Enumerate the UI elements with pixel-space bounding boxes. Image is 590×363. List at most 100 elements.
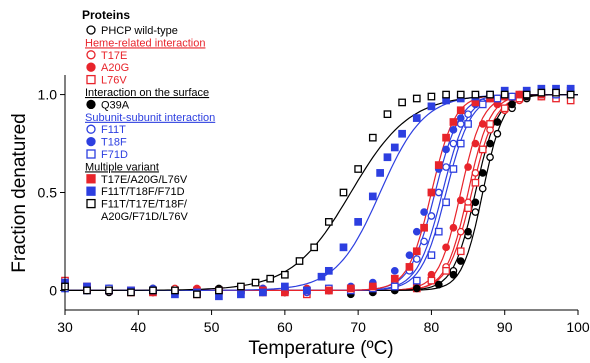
legend-marker bbox=[86, 62, 96, 72]
legend-marker bbox=[86, 99, 96, 110]
y-ticks: 0 0.5 1.0 bbox=[38, 87, 65, 298]
data-point bbox=[412, 284, 421, 293]
data-point bbox=[493, 118, 502, 126]
x-tick-label: 100 bbox=[566, 319, 590, 335]
data-point bbox=[412, 94, 421, 103]
data-point bbox=[266, 274, 275, 283]
data-point bbox=[449, 118, 458, 126]
legend-marker bbox=[86, 124, 96, 134]
data-point bbox=[442, 198, 450, 207]
data-point bbox=[237, 282, 245, 291]
y-tick-label: 1.0 bbox=[38, 87, 58, 103]
data-point bbox=[486, 139, 494, 148]
data-point bbox=[515, 90, 524, 99]
data-point bbox=[376, 169, 384, 177]
data-point bbox=[522, 90, 531, 99]
data-point bbox=[259, 288, 267, 297]
data-point bbox=[442, 145, 450, 154]
data-point bbox=[354, 218, 362, 226]
data-point bbox=[442, 90, 450, 99]
data-point bbox=[281, 270, 289, 279]
data-point bbox=[537, 88, 546, 97]
legend-entry-label: F11T/T18F/F71D bbox=[101, 186, 185, 198]
data-point bbox=[478, 169, 487, 177]
data-point bbox=[486, 120, 494, 128]
data-point bbox=[405, 251, 414, 260]
legend-group-header: Interaction on the surface bbox=[85, 87, 209, 99]
legend-entry-label: L76V bbox=[101, 75, 127, 87]
y-axis-label: Fraction denatured bbox=[9, 113, 30, 273]
legend-marker bbox=[86, 198, 96, 209]
data-point bbox=[383, 153, 392, 162]
data-point bbox=[471, 208, 480, 216]
data-point bbox=[456, 106, 465, 115]
data-point bbox=[464, 204, 472, 213]
data-point bbox=[302, 286, 311, 295]
data-point bbox=[346, 284, 355, 293]
data-point bbox=[354, 165, 362, 173]
x-tick-label: 30 bbox=[57, 319, 73, 335]
legend-entry-label: A20G bbox=[101, 62, 129, 74]
data-point bbox=[427, 251, 436, 260]
data-point bbox=[493, 94, 502, 103]
data-point bbox=[412, 114, 421, 122]
legend-marker bbox=[86, 25, 96, 35]
legend-entry-label: T17E bbox=[101, 50, 127, 62]
data-point bbox=[149, 286, 157, 295]
data-point bbox=[464, 163, 472, 171]
data-point bbox=[434, 280, 443, 289]
x-tick-label: 60 bbox=[277, 319, 293, 335]
legend-group-header: Subunit-subunit interaction bbox=[85, 112, 215, 124]
data-point bbox=[478, 100, 487, 109]
data-point bbox=[449, 125, 458, 134]
data-point bbox=[456, 257, 465, 265]
data-point bbox=[464, 227, 472, 236]
data-point bbox=[83, 286, 91, 295]
data-point bbox=[398, 129, 406, 138]
data-point bbox=[471, 169, 480, 177]
data-point bbox=[383, 110, 392, 119]
data-point bbox=[478, 120, 487, 128]
data-point bbox=[317, 272, 326, 281]
data-point bbox=[339, 188, 348, 197]
legend-marker bbox=[86, 50, 96, 60]
data-point bbox=[500, 90, 509, 99]
data-point bbox=[171, 286, 179, 295]
legend-marker bbox=[86, 74, 96, 85]
data-point bbox=[442, 243, 450, 252]
data-point bbox=[464, 110, 472, 119]
data-point bbox=[237, 290, 245, 299]
legend-title: Proteins bbox=[82, 8, 130, 22]
data-point bbox=[412, 227, 421, 236]
data-point bbox=[427, 188, 436, 197]
data-point bbox=[281, 282, 289, 291]
data-point bbox=[324, 286, 333, 295]
data-point bbox=[434, 161, 443, 169]
data-point bbox=[427, 102, 436, 111]
data-point bbox=[486, 153, 494, 162]
data-point bbox=[398, 98, 406, 107]
data-point bbox=[456, 196, 465, 205]
data-point bbox=[427, 276, 436, 285]
data-point bbox=[478, 145, 487, 154]
data-point bbox=[449, 139, 458, 148]
data-point bbox=[442, 133, 450, 142]
data-point bbox=[471, 178, 480, 187]
x-tick-label: 90 bbox=[497, 319, 513, 335]
data-point bbox=[420, 208, 428, 216]
data-point bbox=[456, 90, 465, 99]
legend-entry-label: T18F bbox=[101, 137, 127, 149]
data-point bbox=[449, 223, 458, 232]
legend-marker bbox=[86, 136, 96, 147]
data-point bbox=[310, 243, 319, 252]
x-tick-label: 50 bbox=[204, 319, 220, 335]
data-point bbox=[251, 278, 260, 287]
data-point bbox=[442, 266, 450, 275]
data-point bbox=[390, 266, 399, 275]
x-ticks: 30 40 50 60 70 80 90 100 bbox=[57, 310, 590, 335]
data-point bbox=[456, 114, 465, 122]
data-point bbox=[412, 247, 421, 256]
data-point bbox=[478, 184, 487, 193]
data-point bbox=[449, 270, 458, 279]
data-point bbox=[456, 139, 465, 148]
